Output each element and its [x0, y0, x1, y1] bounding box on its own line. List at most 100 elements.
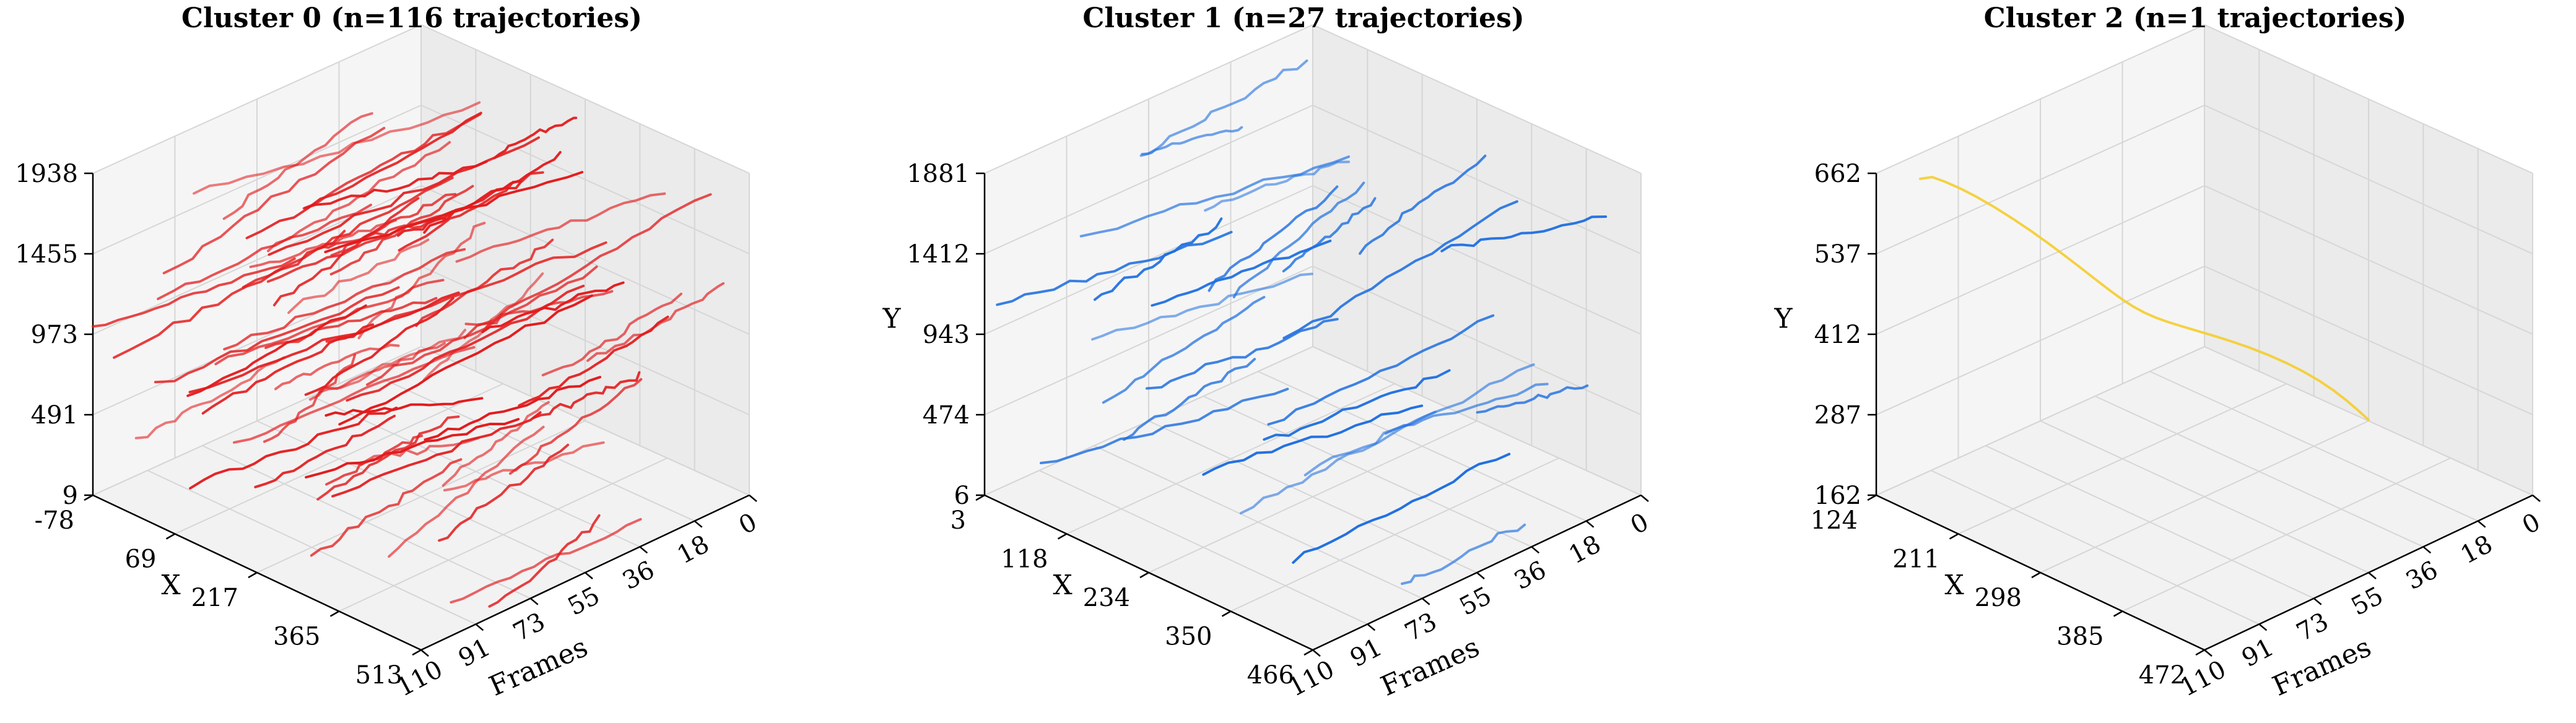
frames-tick-mark — [2258, 623, 2268, 631]
frames-tick-label: 36 — [1510, 556, 1551, 596]
x-tick-label: 69 — [125, 545, 157, 574]
trajectories — [92, 101, 725, 608]
floor-grid-frames — [1148, 420, 1477, 573]
trajectory-line — [1440, 215, 1608, 253]
frames-tick-mark — [529, 597, 539, 605]
chart-title: Cluster 1 (n=27 trajectories) — [1082, 2, 1524, 34]
trajectory-line — [154, 286, 400, 384]
x-tick-label: 466 — [1247, 661, 1294, 690]
trajectory-line — [338, 294, 593, 426]
trajectory-line — [329, 184, 474, 275]
y-tick-label: 474 — [923, 401, 970, 430]
trajectory-line — [134, 356, 285, 439]
trajectory-line — [1919, 175, 2370, 422]
x-tick-mark — [248, 571, 258, 579]
frames-tick-label: 55 — [1455, 581, 1497, 621]
chart-title: Cluster 2 (n=1 trajectories) — [1984, 2, 2407, 34]
frames-tick-label: 36 — [618, 556, 659, 596]
frames-tick-mark — [1476, 572, 1485, 579]
frames-axis-label: Frames — [484, 631, 592, 703]
trajectory-line — [442, 400, 550, 487]
x-tick-label: 385 — [2056, 623, 2104, 651]
trajectory-line — [324, 397, 484, 417]
y-tick-label: 162 — [1814, 482, 1861, 510]
frames-tick-mark — [1367, 623, 1376, 631]
x-tick-label: 217 — [191, 584, 238, 612]
trajectory-line — [1263, 369, 1451, 441]
frames-tick-mark — [1312, 649, 1321, 657]
y-axis-label: Y — [882, 303, 901, 335]
trajectory-line — [274, 344, 400, 391]
frames-tick-mark — [585, 572, 593, 579]
frames-tick-label: 91 — [2237, 633, 2279, 673]
y-tick-label: 1455 — [15, 240, 78, 269]
trajectory-line — [193, 101, 481, 195]
x-axis-label: X — [1944, 569, 1964, 601]
x-tick-mark — [2195, 649, 2205, 656]
trajectory-line — [264, 297, 438, 349]
frames-tick-mark — [2204, 649, 2213, 657]
trajectory-line — [398, 171, 544, 252]
x-tick-label: 298 — [1975, 584, 2022, 612]
floor-grid-frames — [2149, 371, 2479, 522]
trajectory-line — [1102, 296, 1266, 404]
x-tick-mark — [2113, 610, 2123, 617]
trajectory-line — [189, 406, 398, 490]
trajectory-line — [113, 230, 346, 359]
trajectory-line — [1151, 240, 1332, 307]
x-tick-mark — [1949, 533, 1959, 540]
y-tick-label: 662 — [1814, 160, 1861, 188]
trajectory-line — [388, 425, 545, 558]
frames-tick-label: 0 — [2518, 508, 2545, 540]
trajectory-line — [331, 411, 542, 498]
trajectory-line — [242, 176, 454, 289]
trajectory-line — [223, 248, 466, 351]
trajectory-line — [1384, 383, 1549, 435]
floor-grid-frames — [256, 420, 586, 573]
y-tick-label: 412 — [1814, 321, 1861, 349]
trajectory-line — [92, 257, 296, 328]
trajectory-line — [1476, 384, 1589, 414]
trajectory-line — [325, 241, 607, 343]
frames-tick-mark — [1585, 520, 1595, 528]
floor-grid-frames — [311, 396, 640, 548]
x-tick-mark — [1221, 610, 1232, 617]
trajectory-line — [357, 222, 486, 340]
frames-tick-label: 91 — [454, 633, 495, 673]
trajectory-line — [254, 415, 396, 488]
y-tick-label: 943 — [923, 321, 970, 349]
floor-grid-frames — [147, 470, 476, 625]
frames-tick-mark — [475, 623, 484, 631]
trajectory-line — [305, 418, 520, 478]
trajectory-line — [303, 160, 488, 210]
trajectory-line — [1204, 160, 1351, 212]
frames-tick-label: 91 — [1346, 633, 1387, 673]
trajectory-line — [481, 281, 625, 334]
trajectory-line — [509, 378, 643, 475]
x-tick-label: -78 — [35, 506, 74, 535]
trajectory-line — [287, 238, 430, 314]
y-axis-label: Y — [1773, 303, 1793, 335]
x-tick-label: 472 — [2139, 661, 2186, 690]
trajectory-line — [318, 329, 466, 394]
chart-panel-0: 949197314551938-786921736551311091735536… — [15, 2, 762, 703]
x-tick-label: 3 — [951, 506, 966, 535]
x-tick-mark — [1057, 533, 1068, 540]
frames-tick-mark — [749, 495, 757, 502]
y-tick-label: 1412 — [907, 240, 970, 269]
frames-tick-mark — [2368, 572, 2377, 579]
trajectory-line — [267, 141, 451, 253]
trajectory-line — [304, 297, 455, 396]
x-tick-mark — [975, 494, 985, 501]
trajectory-line — [1359, 154, 1487, 255]
y-tick-label: 491 — [31, 401, 78, 430]
frames-tick-label: 0 — [734, 508, 762, 540]
floor-grid-frames — [366, 371, 695, 522]
frames-tick-mark — [639, 546, 648, 554]
trajectory-line — [302, 113, 482, 210]
trajectory-line — [310, 458, 463, 557]
trajectory-line — [1267, 314, 1495, 426]
trajectory-line — [424, 376, 602, 441]
trajectory-line — [214, 279, 445, 366]
